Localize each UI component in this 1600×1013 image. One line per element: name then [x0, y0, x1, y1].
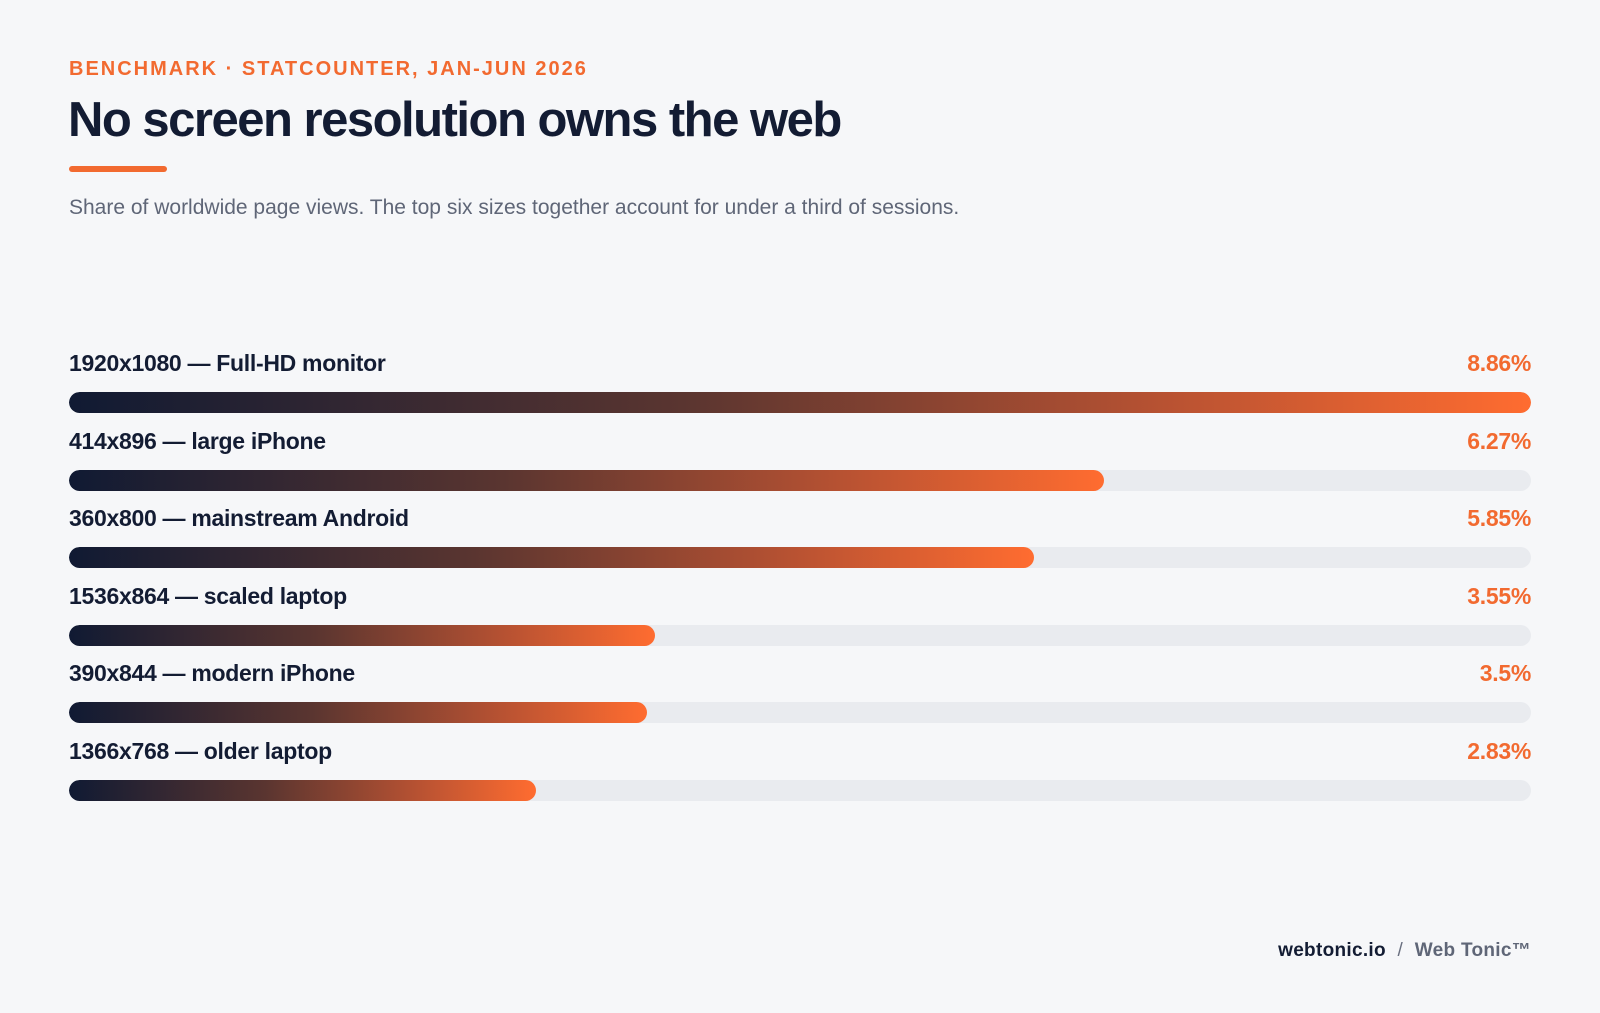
bar-row: 1920x1080 — Full-HD monitor 8.86% — [69, 350, 1531, 428]
bar-row: 390x844 — modern iPhone 3.5% — [69, 660, 1531, 738]
bar — [69, 547, 1035, 568]
bar-value-label: 6.27% — [1467, 427, 1531, 454]
footer-separator: / — [1397, 940, 1404, 961]
bar-value-label: 8.86% — [1467, 350, 1531, 376]
bar-row: 360x800 — mainstream Android 5.85% — [69, 505, 1531, 583]
bar-label: 1920x1080 — Full-HD monitor — [69, 350, 386, 376]
bar — [69, 392, 1531, 413]
accent-rule — [69, 166, 167, 172]
bar-row: 414x896 — large iPhone 6.27% — [69, 428, 1531, 506]
subtitle: Share of worldwide page views. The top s… — [69, 196, 960, 219]
bar-label: 390x844 — modern iPhone — [69, 660, 355, 686]
bar-track — [69, 779, 1531, 801]
bar-value-label: 5.85% — [1467, 505, 1531, 531]
kicker: BENCHMARK · STATCOUNTER, JAN-JUN 2026 — [69, 58, 588, 80]
bar-value-label: 3.5% — [1479, 660, 1532, 686]
bar — [69, 779, 536, 801]
bar-chart: 1920x1080 — Full-HD monitor 8.86% 414x896 … — [69, 350, 1531, 815]
bar-track — [69, 392, 1531, 413]
bar-track — [69, 624, 1531, 646]
bar-label: 414x896 — large iPhone — [69, 427, 326, 454]
bar-track — [69, 469, 1531, 491]
bar — [69, 469, 1104, 491]
bar-track — [69, 547, 1531, 568]
bar-label: 1536x864 — scaled laptop — [69, 582, 347, 609]
bar — [69, 624, 655, 646]
bar-value-label: 3.55% — [1467, 582, 1531, 609]
footer-site: webtonic.io — [1278, 940, 1386, 961]
footer-brand: Web Tonic™ — [1414, 940, 1531, 961]
bar-value-label: 2.83% — [1467, 737, 1531, 764]
bar-row: 1536x864 — scaled laptop 3.55% — [69, 583, 1531, 661]
bar — [69, 702, 647, 723]
footer: webtonic.io / Web Tonic™ — [1278, 940, 1531, 962]
bar-row: 1366x768 — older laptop 2.83% — [69, 738, 1531, 816]
bar-label: 1366x768 — older laptop — [69, 737, 332, 764]
bar-label: 360x800 — mainstream Android — [69, 505, 409, 531]
page-title: No screen resolution owns the web — [68, 93, 842, 147]
bar-track — [69, 702, 1531, 723]
